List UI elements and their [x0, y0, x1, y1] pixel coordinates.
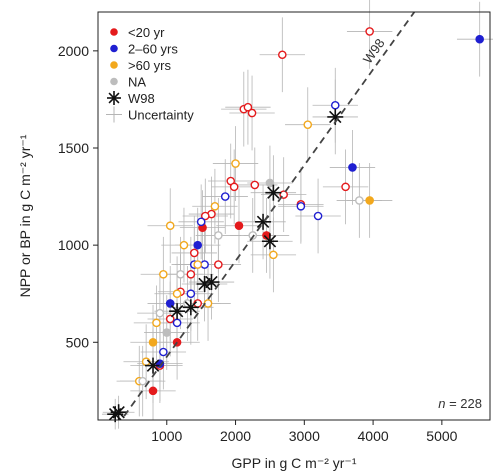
star-stroke — [108, 407, 122, 421]
w98-reference-line — [123, 11, 416, 417]
data-point — [210, 201, 220, 211]
data-point — [365, 196, 374, 205]
data-point — [148, 337, 158, 347]
star-stroke — [267, 186, 280, 199]
w98-marker — [169, 303, 186, 320]
star-stroke — [184, 301, 198, 314]
legend-label: W98 — [128, 91, 155, 106]
data-point — [193, 240, 203, 250]
w98-marker — [203, 274, 220, 291]
data-point — [179, 240, 189, 250]
data-point — [155, 308, 165, 318]
legend-label: <20 yr — [128, 25, 165, 40]
x-axis-title: GPP in g C m⁻² yr⁻¹ — [232, 455, 357, 471]
legend-label: NA — [128, 75, 146, 90]
x-axis-ticks: 1000 2000 3000 4000 5000 — [151, 420, 458, 444]
data-point — [186, 269, 196, 279]
x-tick-label: 5000 — [426, 428, 457, 444]
data-point — [138, 376, 148, 386]
star-stroke — [198, 277, 211, 291]
data-point — [248, 231, 258, 240]
data-point — [475, 34, 484, 44]
plot-frame — [97, 11, 491, 421]
data-points — [107, 27, 484, 423]
data-point — [355, 196, 364, 205]
data-point — [234, 221, 244, 231]
data-point — [214, 231, 223, 240]
legend-marker — [110, 77, 118, 86]
data-point — [278, 50, 287, 60]
x-tick-label: 1000 — [151, 428, 182, 444]
legend-marker — [110, 61, 118, 69]
data-point — [165, 221, 175, 231]
data-point — [243, 102, 253, 112]
data-point — [148, 386, 158, 396]
legend-marker-star — [107, 91, 121, 105]
star-stroke — [263, 235, 277, 248]
data-point — [193, 260, 203, 269]
y-axis-title: NPP or BP in g C m⁻² yr⁻¹ — [17, 134, 33, 297]
data-point — [200, 211, 210, 221]
data-point — [250, 180, 260, 190]
y-tick-label: 2000 — [58, 43, 89, 59]
w98-marker — [196, 276, 213, 292]
y-tick-label: 1000 — [58, 237, 89, 253]
w98-marker — [182, 299, 199, 316]
star-stroke — [205, 275, 218, 289]
w98-marker — [107, 406, 124, 423]
legend-label: >60 yrs — [128, 58, 171, 73]
data-point — [159, 347, 168, 357]
y-tick-label: 1500 — [58, 140, 89, 156]
data-point — [159, 269, 168, 279]
y-axis-ticks: 500 1000 1500 2000 — [58, 43, 98, 350]
data-point — [189, 248, 199, 258]
data-point — [162, 328, 172, 337]
legend-marker — [110, 28, 118, 36]
data-point — [231, 159, 240, 168]
star-stroke — [146, 359, 160, 372]
x-tick-label: 2000 — [220, 428, 251, 444]
data-point — [196, 217, 206, 227]
w98-marker — [261, 233, 278, 250]
data-point — [341, 182, 350, 192]
data-point — [214, 260, 223, 269]
data-point — [172, 289, 182, 299]
w98-line-label: W98 — [360, 36, 388, 66]
x-tick-label: 4000 — [358, 428, 389, 444]
data-point — [200, 260, 209, 269]
star-stroke — [329, 110, 342, 124]
legend-label: Uncertainty — [128, 108, 194, 123]
data-point — [152, 318, 161, 328]
data-point — [186, 289, 196, 299]
data-point — [348, 163, 357, 172]
y-tick-label: 500 — [66, 334, 90, 350]
n-value: = 228 — [449, 396, 482, 411]
data-point — [365, 27, 374, 36]
data-point — [176, 269, 185, 279]
x-tick-label: 3000 — [289, 428, 320, 444]
data-point — [296, 201, 306, 211]
data-point — [265, 178, 275, 188]
w98-marker — [265, 184, 282, 201]
data-point — [269, 250, 278, 260]
data-point — [220, 192, 230, 201]
w98-marker — [145, 357, 162, 374]
data-point — [330, 100, 340, 110]
n-symbol: n — [438, 396, 445, 411]
data-point — [172, 318, 182, 328]
data-point — [303, 120, 313, 129]
legend-label: 2–60 yrs — [128, 42, 178, 57]
data-point — [229, 182, 239, 192]
star-stroke — [108, 92, 120, 104]
data-point — [313, 211, 323, 221]
legend-marker — [110, 44, 118, 53]
star-stroke — [170, 304, 184, 318]
data-point — [247, 108, 257, 118]
sample-size-annotation: n = 228 — [438, 396, 482, 411]
